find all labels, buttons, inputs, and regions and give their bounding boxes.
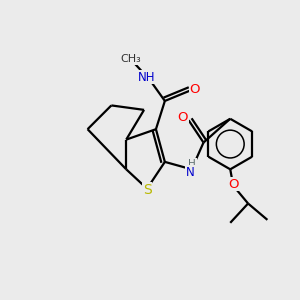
- Text: O: O: [229, 178, 239, 191]
- Text: NH: NH: [138, 71, 156, 84]
- Text: S: S: [143, 183, 152, 197]
- Text: H: H: [188, 159, 196, 169]
- Text: N: N: [186, 166, 194, 179]
- Text: O: O: [177, 111, 188, 124]
- Text: CH₃: CH₃: [120, 54, 141, 64]
- Text: O: O: [189, 82, 200, 96]
